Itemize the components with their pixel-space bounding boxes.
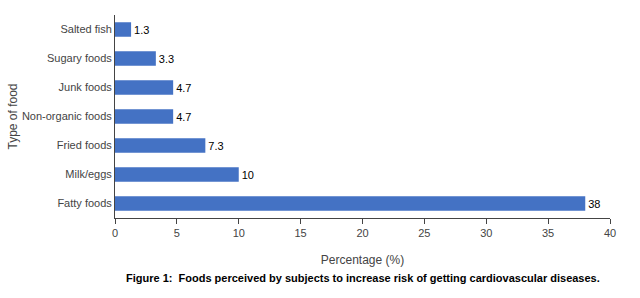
svg-text:1.3: 1.3 [134, 24, 149, 36]
svg-text:38: 38 [588, 198, 600, 210]
svg-text:15: 15 [295, 227, 307, 239]
svg-text:3.3: 3.3 [159, 53, 174, 65]
svg-text:35: 35 [542, 227, 554, 239]
svg-text:Junk foods: Junk foods [59, 81, 113, 93]
svg-text:5: 5 [174, 227, 180, 239]
svg-text:4.7: 4.7 [176, 82, 191, 94]
svg-text:Salted fish: Salted fish [60, 23, 111, 35]
svg-text:Milk/eggs: Milk/eggs [65, 168, 112, 180]
svg-text:10: 10 [242, 169, 254, 181]
svg-text:Type of food: Type of food [6, 83, 20, 149]
svg-text:7.3: 7.3 [208, 140, 223, 152]
svg-text:Fatty foods: Fatty foods [57, 197, 112, 209]
svg-text:4.7: 4.7 [176, 111, 191, 123]
svg-text:0: 0 [112, 227, 118, 239]
svg-text:10: 10 [233, 227, 245, 239]
svg-text:30: 30 [480, 227, 492, 239]
svg-text:Percentage (%): Percentage (%) [321, 253, 404, 267]
svg-text:Figure 1: Foods perceived by: Figure 1: Foods perceived by subjects to… [126, 272, 600, 284]
svg-text:40: 40 [604, 227, 616, 239]
svg-text:Non-organic foods: Non-organic foods [22, 110, 112, 122]
svg-text:25: 25 [418, 227, 430, 239]
svg-text:Sugary foods: Sugary foods [47, 52, 112, 64]
svg-text:20: 20 [356, 227, 368, 239]
svg-text:Fried foods: Fried foods [57, 139, 113, 151]
